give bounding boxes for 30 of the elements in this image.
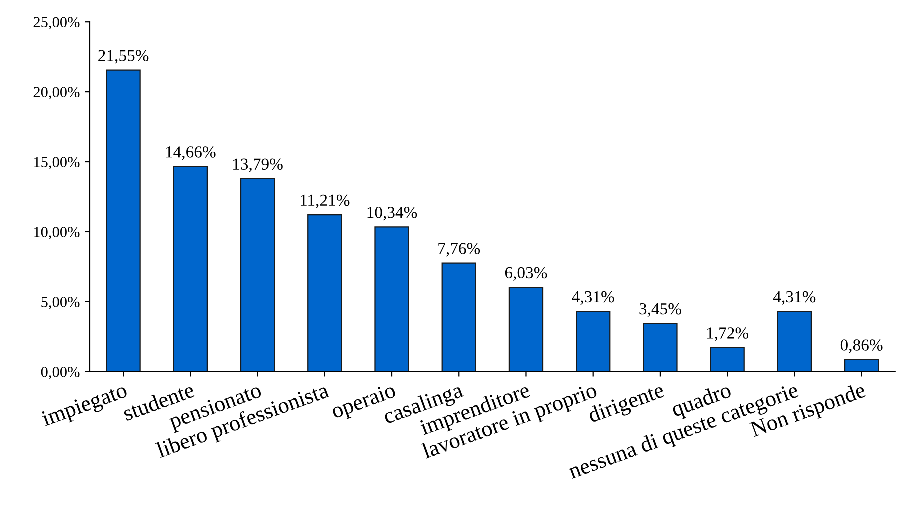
bar [240,178,276,372]
data-label: 1,72% [708,328,749,342]
bar [508,286,544,372]
bar [777,311,812,372]
data-label: 3,45% [640,303,682,318]
bar [643,323,678,372]
y-tick-label: 5,00% [42,297,80,310]
data-label: 7,76% [438,243,480,257]
bar [710,347,745,372]
bar [442,262,476,372]
y-tick-label: 25,00% [34,17,80,30]
data-label: 13,79% [234,158,283,172]
bar [106,70,141,372]
bar [576,311,611,372]
bar [374,226,410,372]
data-label: 10,34% [368,207,418,221]
data-label: 11,21% [300,194,350,208]
data-label: 6,03% [505,267,548,281]
bar [173,166,208,372]
bar [844,359,880,372]
y-tick-label: 15,00% [34,157,80,170]
y-tick-label: 0,00% [41,367,80,380]
data-label: 4,31% [572,291,614,306]
data-label: 0,86% [840,340,883,354]
bar [308,214,342,372]
y-tick-label: 20,00% [34,87,80,100]
data-label: 4,31% [773,291,816,306]
y-tick-label: 10,00% [34,227,80,240]
data-label: 21,55% [98,50,149,64]
data-label: 14,66% [166,146,216,160]
